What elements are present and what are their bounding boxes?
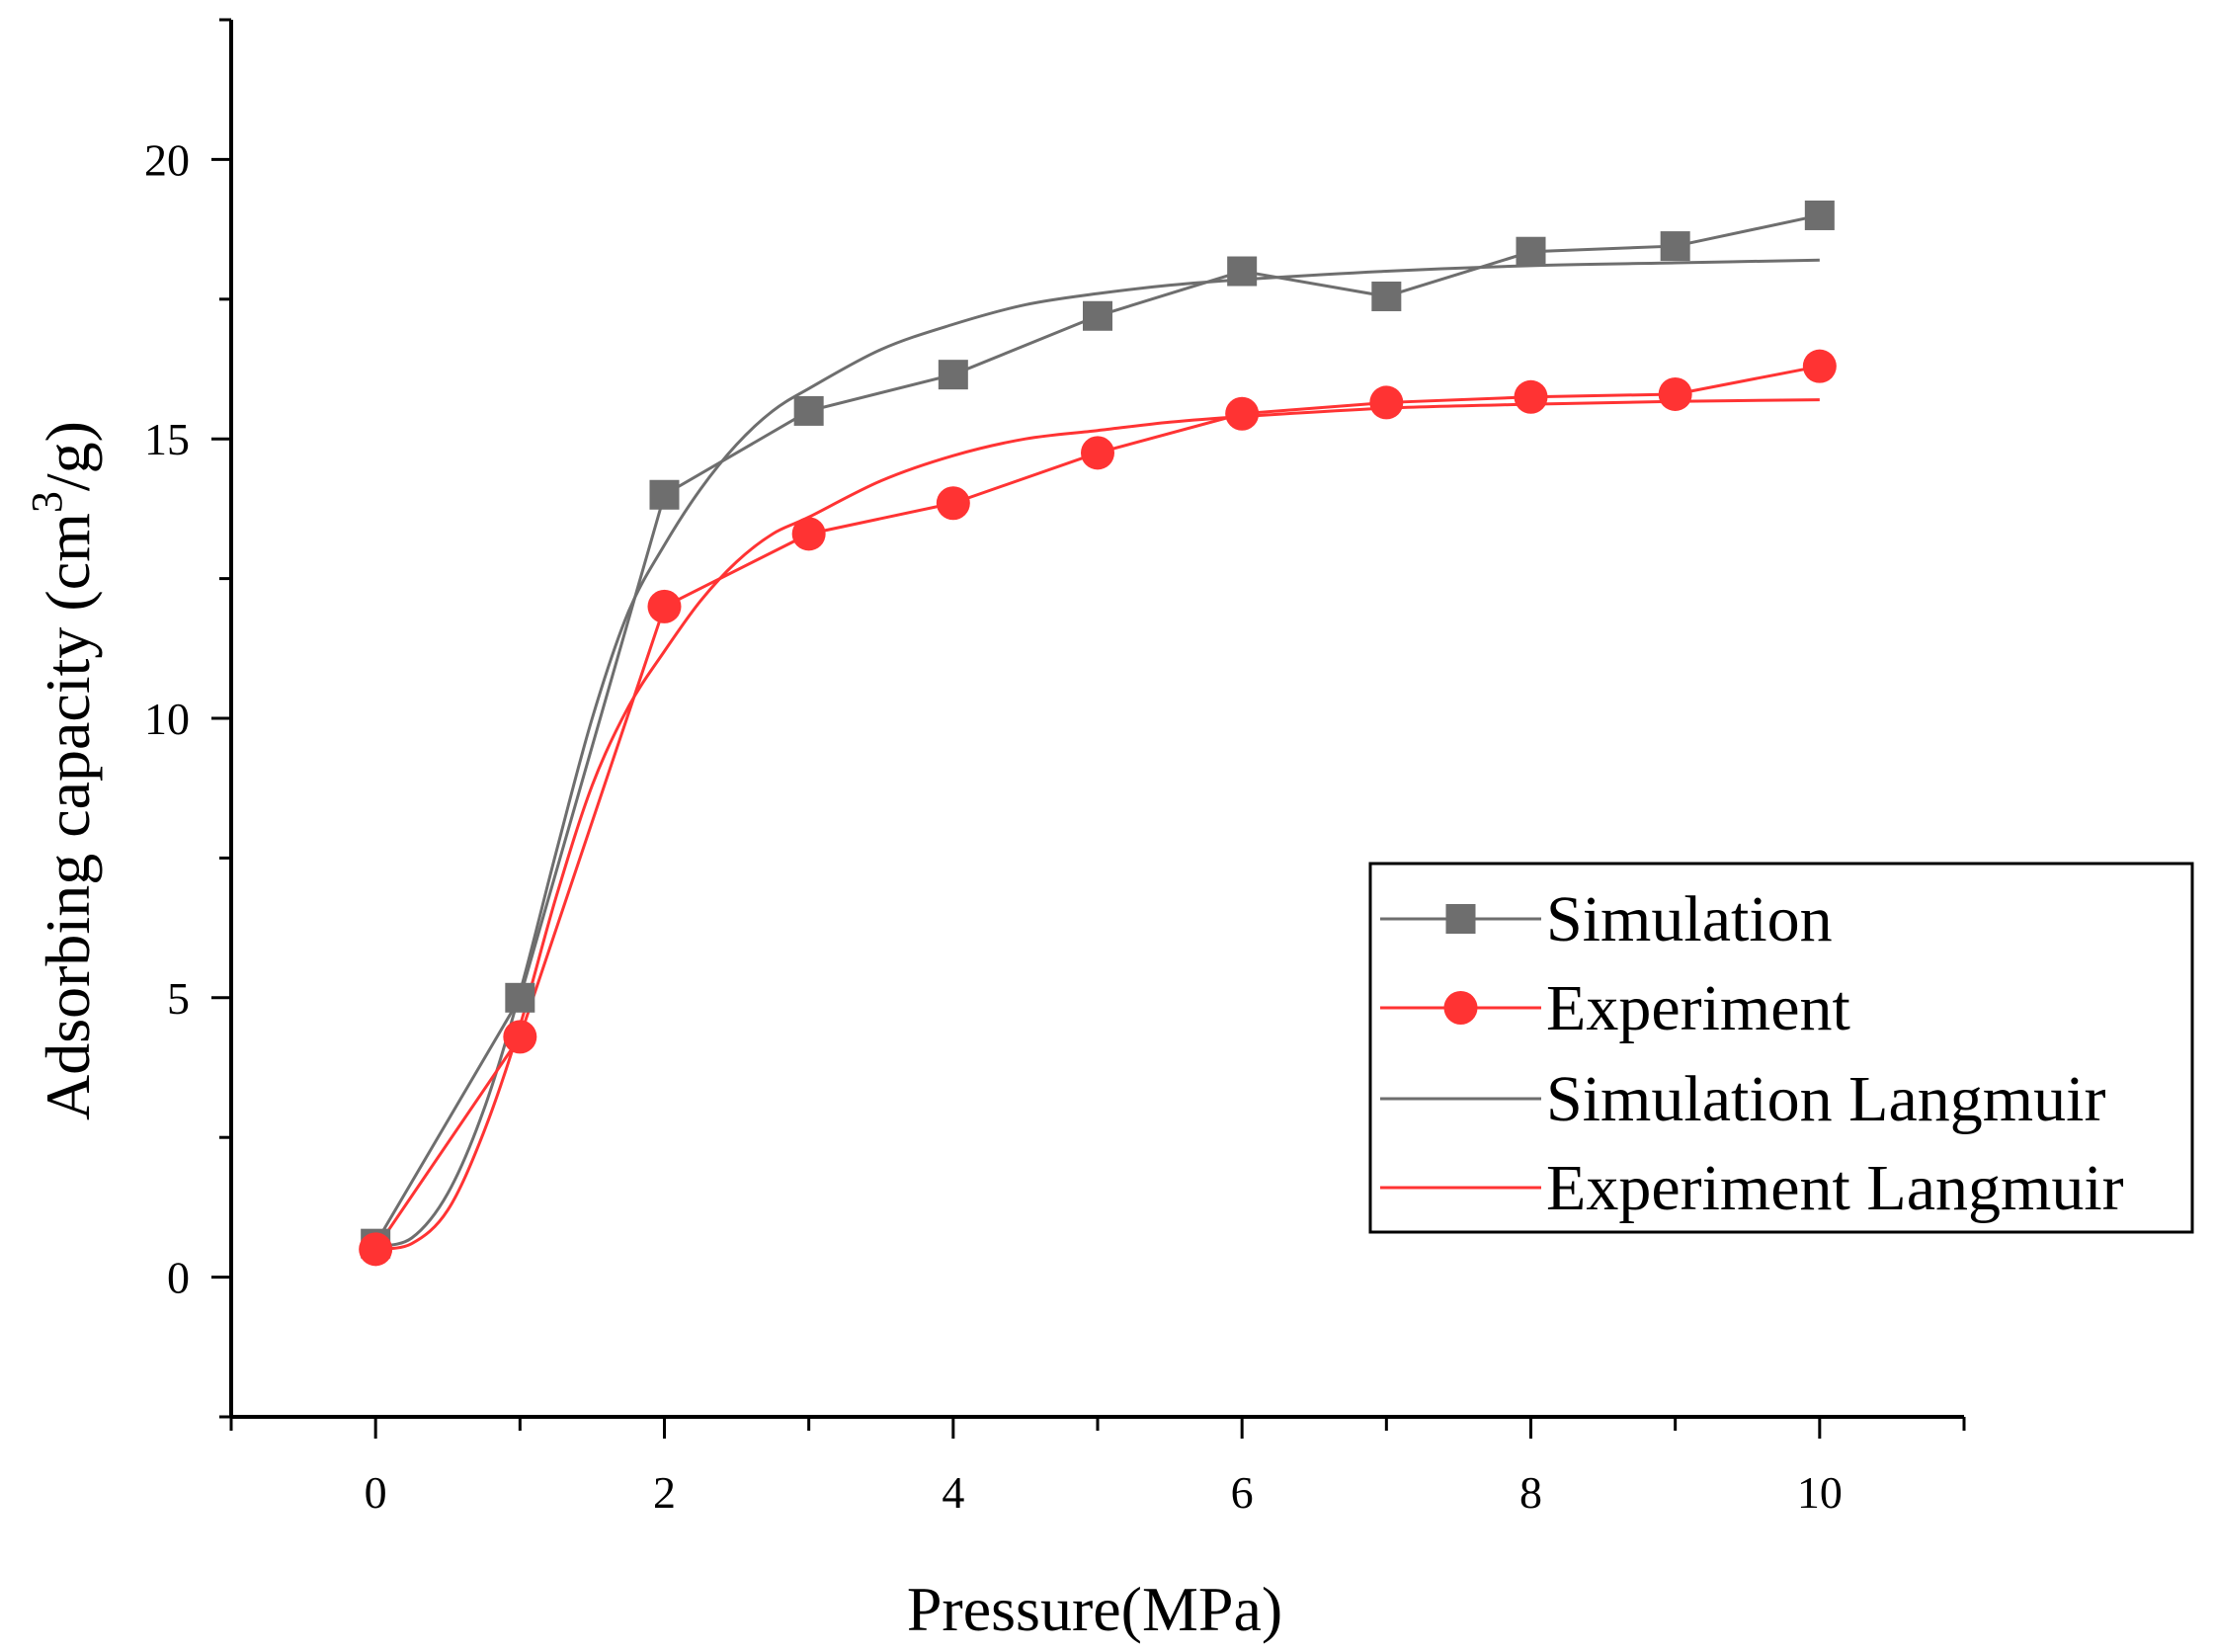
legend: Simulation Experiment Simulation Langmuir E…	[1368, 862, 2194, 1234]
x-axis-title: Pressure(MPa)	[907, 1574, 1282, 1644]
experiment-point	[503, 1020, 537, 1054]
legend-simulation-langmuir-label: Simulation Langmuir	[1546, 1063, 2105, 1135]
simulation-point	[1227, 256, 1258, 287]
experiment-point	[1802, 349, 1837, 383]
experiment-point	[1369, 385, 1404, 420]
simulation-point	[1660, 231, 1690, 262]
experiment-point	[1658, 376, 1692, 411]
y-axis-title-superscript: 3	[23, 491, 71, 513]
experiment-point	[1081, 436, 1114, 470]
simulation-point	[793, 395, 824, 426]
simulation-point	[1371, 281, 1402, 311]
x-tick-label: 8	[1519, 1467, 1542, 1518]
x-tick-label: 2	[653, 1467, 676, 1518]
legend-box	[1368, 862, 2194, 1234]
x-tick-label: 10	[1797, 1467, 1843, 1518]
x-tick-label: 0	[365, 1467, 387, 1518]
y-tick-label: 10	[144, 694, 190, 744]
experiment-point	[1225, 396, 1260, 431]
simulation-point	[938, 360, 968, 390]
y-axis-title-tail: /g)	[33, 421, 103, 491]
simulation-point	[1516, 236, 1546, 267]
simulation-point	[649, 479, 680, 510]
experiment-point	[791, 517, 826, 551]
experiment-point	[647, 589, 682, 623]
x-tick-label: 4	[942, 1467, 964, 1518]
y-tick-label: 15	[144, 414, 190, 464]
experiment-point	[936, 486, 970, 521]
legend-experiment-marker	[1443, 991, 1478, 1025]
y-tick-label: 5	[167, 973, 190, 1024]
legend-experiment-langmuir-label: Experiment Langmuir	[1546, 1152, 2124, 1224]
experiment-point	[359, 1232, 393, 1267]
simulation-point	[1083, 300, 1112, 331]
legend-simulation-label: Simulation	[1546, 883, 1833, 955]
simulation-point	[505, 982, 535, 1013]
ticks-group: 0 2 4 6 8 10 0 5 10 15 20	[144, 18, 1966, 1518]
y-axis-title: Adsorbing capacity (cm3/g)	[23, 421, 103, 1120]
simulation-point	[1804, 200, 1835, 230]
legend-simulation-marker	[1445, 904, 1476, 934]
experiment-point	[1514, 379, 1548, 414]
y-tick-label: 0	[167, 1253, 190, 1303]
plot-markers-group	[359, 200, 1837, 1267]
y-axis-title-main: Adsorbing capacity (cm	[33, 513, 103, 1120]
legend-experiment-label: Experiment	[1546, 972, 1850, 1044]
x-tick-label: 6	[1231, 1467, 1254, 1518]
y-tick-label: 20	[144, 134, 190, 185]
